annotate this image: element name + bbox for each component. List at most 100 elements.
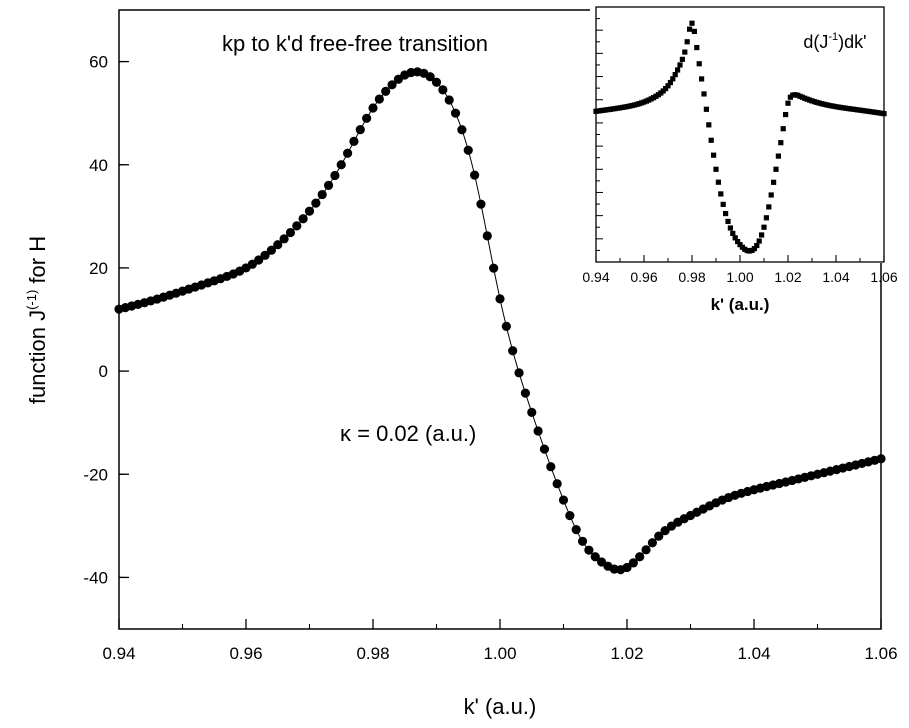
data-point xyxy=(539,444,550,454)
inset-data-point xyxy=(735,238,741,245)
data-point xyxy=(622,562,632,573)
data-point xyxy=(374,94,384,104)
inset-x-tick-label: 0.98 xyxy=(678,269,705,285)
inset-data-point xyxy=(766,204,772,210)
data-point xyxy=(444,95,454,105)
data-point xyxy=(571,524,581,535)
data-point xyxy=(362,113,372,123)
data-point xyxy=(520,388,531,398)
inset-data-point xyxy=(684,39,690,45)
y-tick-label: -40 xyxy=(83,568,108,587)
data-point xyxy=(438,85,448,95)
inset-data-point xyxy=(718,191,724,197)
data-point xyxy=(565,510,575,521)
inset-data-point xyxy=(759,232,765,238)
x-tick-label: 1.06 xyxy=(864,644,897,663)
data-point xyxy=(381,86,391,96)
x-tick-label: 0.94 xyxy=(102,644,135,663)
inset-data-point xyxy=(771,179,777,185)
main-ticks xyxy=(118,60,882,629)
data-point xyxy=(260,250,270,260)
inset-data-point xyxy=(677,62,683,68)
inset-data-point xyxy=(756,238,762,244)
inset-x-tick-label: 1.06 xyxy=(870,269,897,285)
inset-data-point xyxy=(694,44,700,51)
inset-data-point xyxy=(713,166,719,172)
data-point xyxy=(660,526,670,536)
data-point xyxy=(482,231,492,241)
inset-data-point xyxy=(723,210,729,217)
data-point xyxy=(254,255,264,265)
data-point xyxy=(533,426,543,436)
y-axis-title: function J(-1) for H xyxy=(24,236,50,404)
data-point xyxy=(584,545,594,555)
inset-x-tick-label: 0.96 xyxy=(630,269,657,285)
inset-ticks xyxy=(595,6,885,263)
inset-data-point xyxy=(737,242,743,248)
inset-data-point xyxy=(711,152,717,158)
inset-data-point xyxy=(689,20,695,26)
inset-data-point xyxy=(715,179,721,185)
inset-tick-labels: 0.94 0.96 0.98 1.00 1.02 1.04 1.06 xyxy=(582,269,897,285)
inset-data-point xyxy=(665,83,671,89)
y-tick-label: 60 xyxy=(89,53,108,72)
data-point xyxy=(336,160,346,170)
data-point xyxy=(355,124,365,135)
x-axis-title: k' (a.u.) xyxy=(464,694,537,719)
x-tick-label: 0.96 xyxy=(229,644,262,663)
data-point xyxy=(273,240,283,250)
inset-data-point xyxy=(785,100,791,106)
inset-data-point xyxy=(768,192,774,198)
inset-x-tick-label: 0.94 xyxy=(582,269,609,285)
inset-data-point xyxy=(701,91,707,97)
inset-data-point xyxy=(720,201,726,207)
data-point xyxy=(514,368,524,378)
data-point xyxy=(285,227,296,238)
data-point xyxy=(635,552,645,562)
data-point xyxy=(628,558,638,568)
data-point xyxy=(368,103,378,113)
inset-data-point xyxy=(687,26,693,32)
data-point xyxy=(647,538,658,548)
inset-annotation: d(J-1)dk' xyxy=(803,31,866,52)
inset-x-axis-title: k' (a.u.) xyxy=(711,295,770,314)
y-tick-label: 20 xyxy=(89,259,108,278)
x-tick-label: 1.04 xyxy=(737,644,770,663)
data-point xyxy=(343,148,353,158)
inset-data-point xyxy=(751,246,757,252)
inset-data-point xyxy=(696,61,702,67)
y-tick-label: -20 xyxy=(83,465,108,484)
inset-data-point xyxy=(754,242,760,249)
inset-data-point xyxy=(691,28,697,35)
data-point xyxy=(317,189,327,200)
data-point xyxy=(501,321,511,331)
data-point xyxy=(349,136,359,147)
data-point xyxy=(330,170,340,181)
inset-data-point xyxy=(672,71,678,78)
inset-data-point xyxy=(708,137,714,143)
inset-background xyxy=(590,5,886,263)
main-tick-labels: 0.94 0.96 0.98 1.00 1.02 1.04 1.06 -40 -20 0 20 40 6… xyxy=(83,53,897,663)
inset-data-point xyxy=(670,76,676,82)
inset-data-point xyxy=(679,56,685,62)
data-point xyxy=(876,454,886,464)
data-point xyxy=(476,199,486,209)
inset-data-point xyxy=(775,153,781,159)
data-point xyxy=(654,531,664,541)
data-point xyxy=(495,294,505,304)
inset-data-point xyxy=(763,215,769,221)
inset-x-tick-label: 1.02 xyxy=(774,269,801,285)
y-tick-label: 0 xyxy=(99,362,108,381)
data-point xyxy=(641,545,651,555)
data-point xyxy=(457,125,467,135)
inset-data-point xyxy=(730,230,736,237)
chart-title: kp to k'd free-free transition xyxy=(222,31,488,56)
inset-x-tick-label: 1.04 xyxy=(822,269,849,285)
inset-x-tick-label: 1.00 xyxy=(726,269,753,285)
data-point xyxy=(266,245,276,255)
data-point xyxy=(311,198,321,208)
data-point xyxy=(298,214,308,224)
data-point xyxy=(450,108,461,118)
data-point xyxy=(508,346,518,356)
data-point xyxy=(527,407,537,417)
